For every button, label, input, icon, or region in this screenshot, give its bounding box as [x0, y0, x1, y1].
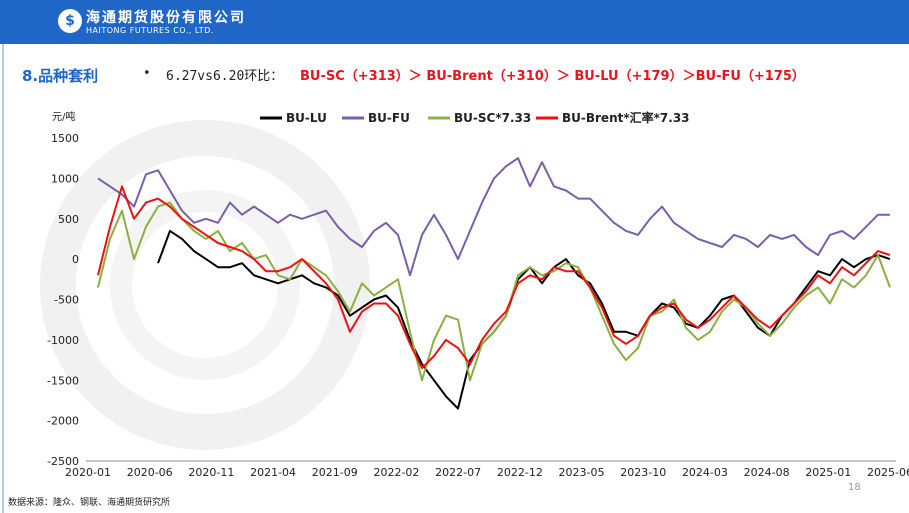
- legend-label: BU-Brent*汇率*7.33: [562, 110, 690, 125]
- data-source-note: 数据来源：隆众、钢联、海通期货研究所: [8, 498, 171, 508]
- company-logo-icon: $: [58, 9, 82, 33]
- x-tick-label: 2022-12: [497, 466, 543, 479]
- x-tick-label: 2021-09: [312, 466, 358, 479]
- subtitle-ranking: BU-SC（+313）＞ BU-Brent（+310）＞ BU-LU（+179）…: [300, 69, 805, 84]
- x-axis-ticks: 2020-01 2020-06 2020-11 2021-04 2021-09 2022-…: [65, 466, 909, 479]
- left-accent-rule: [2, 44, 4, 513]
- company-name-cn: 海通期货股份有限公司: [86, 10, 246, 26]
- x-tick-label: 2020-01: [65, 466, 111, 479]
- company-name-en: HAITONG FUTURES CO., LTD.: [86, 26, 214, 35]
- chart-legend: BU-LU BU-FU BU-SC*7.33 BU-Brent*汇率*7.33: [260, 110, 690, 125]
- series-line-4: [97, 185, 891, 370]
- legend-label: BU-LU: [286, 111, 327, 125]
- y-tick-label: 1500: [51, 132, 79, 145]
- x-tick-label: 2021-04: [250, 466, 296, 479]
- y-tick-label: 0: [72, 253, 79, 266]
- y-tick-label: -1000: [47, 334, 79, 347]
- x-tick-label: 2025-01: [805, 466, 851, 479]
- x-tick-label: 2023-05: [559, 466, 605, 479]
- x-tick-label: 2023-10: [620, 466, 666, 479]
- legend-label: BU-FU: [368, 111, 410, 125]
- page-number: 18: [848, 482, 861, 493]
- x-tick-label: 2020-11: [188, 466, 234, 479]
- x-tick-label: 2022-02: [373, 466, 419, 479]
- legend-label: BU-SC*7.33: [454, 111, 531, 125]
- spread-line-chart: 元/吨 BU-LU BU-FU BU-SC*7.33 BU-Brent*汇率*7.33…: [47, 110, 909, 479]
- y-tick-label: -2000: [47, 415, 79, 428]
- x-tick-label: 2020-06: [127, 466, 173, 479]
- y-tick-label: 1000: [51, 172, 79, 185]
- x-tick-label: 2025-06: [867, 466, 909, 479]
- series-layer: [97, 157, 891, 410]
- x-tick-label: 2024-08: [744, 466, 790, 479]
- x-tick-label: 2022-07: [435, 466, 481, 479]
- y-axis-ticks: 1500 1000 500 0 -500 -1000 -1500 -2000 -2500: [47, 132, 79, 468]
- series-line-3: [97, 201, 891, 382]
- y-axis-unit-label: 元/吨: [52, 110, 75, 123]
- y-tick-label: 500: [58, 213, 79, 226]
- bullet-icon: •: [143, 66, 151, 81]
- subtitle-prefix: 6.27vs6.20环比：: [166, 69, 284, 84]
- series-line-2: [97, 157, 890, 277]
- section-title: 8.品种套利: [22, 67, 99, 85]
- y-tick-label: -1500: [47, 374, 79, 387]
- y-tick-label: -2500: [47, 455, 79, 468]
- x-tick-label: 2024-03: [682, 466, 728, 479]
- header-bar: $ 海通期货股份有限公司 HAITONG FUTURES CO., LTD.: [0, 0, 909, 44]
- y-tick-label: -500: [54, 294, 79, 307]
